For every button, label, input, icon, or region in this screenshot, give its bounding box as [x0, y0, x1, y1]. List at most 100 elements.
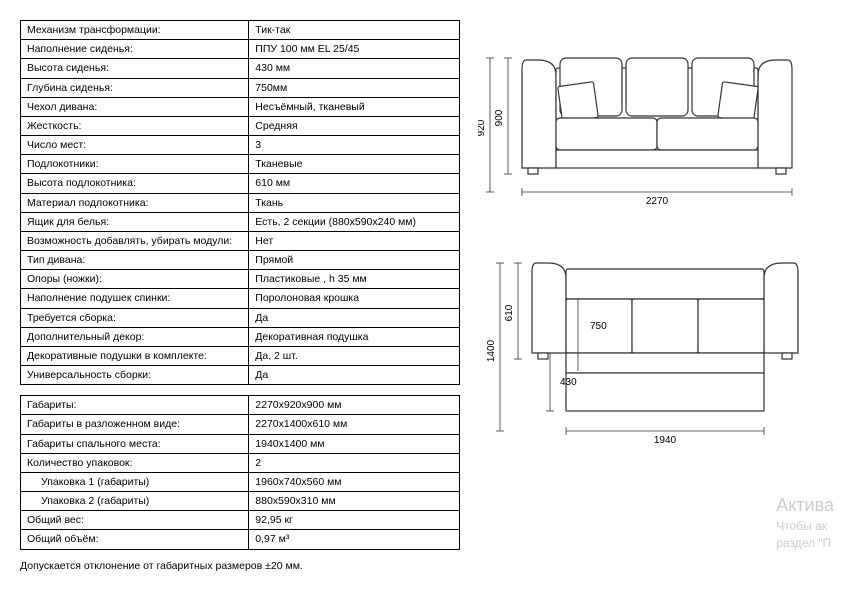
- spec-value: Средняя: [249, 116, 460, 135]
- spec-value: Да: [249, 366, 460, 385]
- spec-label: Механизм трансформации:: [21, 21, 249, 40]
- spec-label: Подлокотники:: [21, 155, 249, 174]
- dim-label: 1940: [654, 435, 677, 446]
- table-row: Число мест:3: [21, 136, 460, 155]
- spec-label: Наполнение подушек спинки:: [21, 289, 249, 308]
- dim-label: 1400: [486, 339, 497, 362]
- dim-value: 1960х740х560 мм: [249, 472, 460, 491]
- spec-value: Пластиковые , h 35 мм: [249, 270, 460, 289]
- table-row: Декоративные подушки в комплекте:Да, 2 ш…: [21, 346, 460, 365]
- dim-label: Общий объём:: [21, 530, 249, 549]
- spec-label: Универсальность сборки:: [21, 366, 249, 385]
- spec-label: Высота сиденья:: [21, 59, 249, 78]
- watermark-line: Чтобы ак: [776, 518, 834, 535]
- table-row: Высота подлокотника:610 мм: [21, 174, 460, 193]
- table-row: Подлокотники:Тканевые: [21, 155, 460, 174]
- table-row: Универсальность сборки:Да: [21, 366, 460, 385]
- activation-watermark: Актива Чтобы ак раздел "П: [776, 493, 834, 552]
- dim-label: 900: [494, 109, 505, 126]
- spec-label: Ящик для белья:: [21, 212, 249, 231]
- table-row: Высота сиденья:430 мм: [21, 59, 460, 78]
- dim-value: 92,95 кг: [249, 511, 460, 530]
- spec-value: Тик-так: [249, 21, 460, 40]
- dim-label: Габариты:: [21, 396, 249, 415]
- spec-value: Несъёмный, тканевый: [249, 97, 460, 116]
- table-row: Опоры (ножки):Пластиковые , h 35 мм: [21, 270, 460, 289]
- dim-label: Габариты спального места:: [21, 434, 249, 453]
- watermark-line: раздел "П: [776, 535, 834, 552]
- table-row: Количество упаковок:2: [21, 453, 460, 472]
- table-row: Глубина сиденья:750мм: [21, 78, 460, 97]
- table-row: Материал подлокотника:Ткань: [21, 193, 460, 212]
- dim-label: 610: [504, 304, 515, 321]
- dim-value: 2270х1400х610 мм: [249, 415, 460, 434]
- dim-label: Габариты в разложенном виде:: [21, 415, 249, 434]
- specs-table: Механизм трансформации:Тик-такНаполнение…: [20, 20, 460, 385]
- table-row: Габариты спального места:1940х1400 мм: [21, 434, 460, 453]
- table-row: Общий вес:92,95 кг: [21, 511, 460, 530]
- dim-value: 880х590х310 мм: [249, 492, 460, 511]
- spec-label: Высота подлокотника:: [21, 174, 249, 193]
- dim-label: Количество упаковок:: [21, 453, 249, 472]
- spec-value: Ткань: [249, 193, 460, 212]
- dim-value: 2: [249, 453, 460, 472]
- specs-column: Механизм трансформации:Тик-такНаполнение…: [20, 20, 460, 572]
- spec-label: Материал подлокотника:: [21, 193, 249, 212]
- spec-value: Поролоновая крошка: [249, 289, 460, 308]
- spec-value: Тканевые: [249, 155, 460, 174]
- table-row: Возможность добавлять, убирать модули:Не…: [21, 231, 460, 250]
- spec-label: Глубина сиденья:: [21, 78, 249, 97]
- spec-label: Тип дивана:: [21, 251, 249, 270]
- spec-label: Число мест:: [21, 136, 249, 155]
- spec-label: Требуется сборка:: [21, 308, 249, 327]
- spec-value: Декоративная подушка: [249, 327, 460, 346]
- spec-value: 750мм: [249, 78, 460, 97]
- spec-value: Нет: [249, 231, 460, 250]
- table-row: Требуется сборка:Да: [21, 308, 460, 327]
- spec-value: ППУ 100 мм EL 25/45: [249, 40, 460, 59]
- sofa-bed-diagram: 610 750 430 1400 1940: [478, 243, 818, 473]
- table-row: Упаковка 2 (габариты)880х590х310 мм: [21, 492, 460, 511]
- table-row: Наполнение сиденья:ППУ 100 мм EL 25/45: [21, 40, 460, 59]
- table-row: Жесткость:Средняя: [21, 116, 460, 135]
- spec-value: 3: [249, 136, 460, 155]
- spec-value: Да: [249, 308, 460, 327]
- spec-value: Есть, 2 секции (880х590х240 мм): [249, 212, 460, 231]
- dim-value: 1940х1400 мм: [249, 434, 460, 453]
- dim-value: 0,97 м³: [249, 530, 460, 549]
- spec-value: Прямой: [249, 251, 460, 270]
- table-row: Механизм трансформации:Тик-так: [21, 21, 460, 40]
- table-row: Упаковка 1 (габариты)1960х740х560 мм: [21, 472, 460, 491]
- table-row: Наполнение подушек спинки:Поролоновая кр…: [21, 289, 460, 308]
- dim-label: 2270: [646, 196, 669, 207]
- sofa-diagram: 900 920 2270: [478, 20, 818, 220]
- spec-value: 610 мм: [249, 174, 460, 193]
- dim-value: 2270х920х900 мм: [249, 396, 460, 415]
- dim-label: Упаковка 1 (габариты): [21, 472, 249, 491]
- spec-label: Опоры (ножки):: [21, 270, 249, 289]
- table-row: Чехол дивана:Несъёмный, тканевый: [21, 97, 460, 116]
- dimensions-table: Габариты:2270х920х900 ммГабариты в разло…: [20, 395, 460, 549]
- spec-label: Чехол дивана:: [21, 97, 249, 116]
- table-row: Ящик для белья:Есть, 2 секции (880х590х2…: [21, 212, 460, 231]
- spec-value: 430 мм: [249, 59, 460, 78]
- spec-label: Возможность добавлять, убирать модули:: [21, 231, 249, 250]
- dim-label: 750: [590, 321, 607, 332]
- dim-label: Общий вес:: [21, 511, 249, 530]
- watermark-line: Актива: [776, 493, 834, 518]
- table-row: Тип дивана:Прямой: [21, 251, 460, 270]
- dim-label: 430: [560, 377, 577, 388]
- table-row: Габариты в разложенном виде:2270х1400х61…: [21, 415, 460, 434]
- table-row: Габариты:2270х920х900 мм: [21, 396, 460, 415]
- table-row: Дополнительный декор:Декоративная подушк…: [21, 327, 460, 346]
- spec-label: Жесткость:: [21, 116, 249, 135]
- table-row: Общий объём:0,97 м³: [21, 530, 460, 549]
- spec-label: Дополнительный декор:: [21, 327, 249, 346]
- diagrams-column: 900 920 2270: [478, 20, 824, 572]
- spec-value: Да, 2 шт.: [249, 346, 460, 365]
- footnote-text: Допускается отклонение от габаритных раз…: [20, 560, 460, 572]
- spec-label: Декоративные подушки в комплекте:: [21, 346, 249, 365]
- dim-label: Упаковка 2 (габариты): [21, 492, 249, 511]
- dim-label: 920: [478, 119, 487, 136]
- spec-label: Наполнение сиденья:: [21, 40, 249, 59]
